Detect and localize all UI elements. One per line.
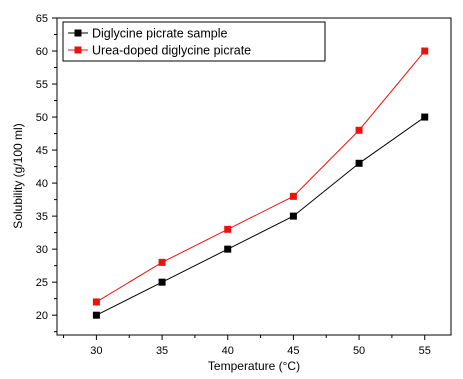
series-2-point (289, 192, 297, 200)
y-tick-label: 25 (36, 277, 48, 289)
y-tick-label: 50 (36, 112, 48, 124)
x-tick-label: 50 (353, 345, 365, 357)
x-axis-ticks: 30 35 40 45 50 55 (63, 335, 431, 357)
legend-box (62, 21, 326, 62)
series-layer (92, 47, 429, 319)
y-axis-title: Solubility (g/100 ml) (11, 123, 25, 228)
series-1-point (158, 278, 166, 286)
x-tick-label: 45 (287, 345, 299, 357)
series-1-point (421, 113, 429, 121)
y-tick-label: 60 (36, 46, 48, 58)
x-axis-title: Temperature (°C) (208, 359, 300, 373)
series-2-point (92, 298, 100, 306)
series-1-point (355, 159, 363, 167)
legend-label-2: Urea-doped diglycine picrate (92, 44, 251, 58)
x-tick-label: 35 (156, 345, 168, 357)
series-2-point (355, 126, 363, 134)
series-1-point (224, 245, 232, 253)
x-tick-label: 40 (222, 345, 234, 357)
y-tick-label: 55 (36, 79, 48, 91)
y-tick-label: 20 (36, 310, 48, 322)
x-tick-label: 30 (90, 345, 102, 357)
legend-label-1: Diglycine picrate sample (92, 27, 228, 41)
legend-marker-1 (74, 29, 82, 37)
y-tick-label: 65 (36, 13, 48, 25)
series-1-point (289, 212, 297, 220)
series-line-1 (96, 116, 426, 316)
plot-frame (56, 17, 452, 336)
series-2-point (158, 258, 166, 266)
legend: Diglycine picrate sample Urea-doped digly… (62, 21, 326, 62)
series-2-point (421, 47, 429, 55)
y-tick-label: 40 (36, 178, 48, 190)
x-tick-label: 55 (419, 345, 431, 357)
y-axis-ticks: 20 25 30 35 40 45 50 55 60 65 (36, 13, 57, 333)
legend-marker-2 (74, 46, 82, 54)
series-1-point (92, 311, 100, 319)
series-line-2 (96, 50, 426, 303)
y-tick-label: 45 (36, 145, 48, 157)
series-2-point (224, 225, 232, 233)
y-tick-label: 30 (36, 244, 48, 256)
y-tick-label: 35 (36, 211, 48, 223)
